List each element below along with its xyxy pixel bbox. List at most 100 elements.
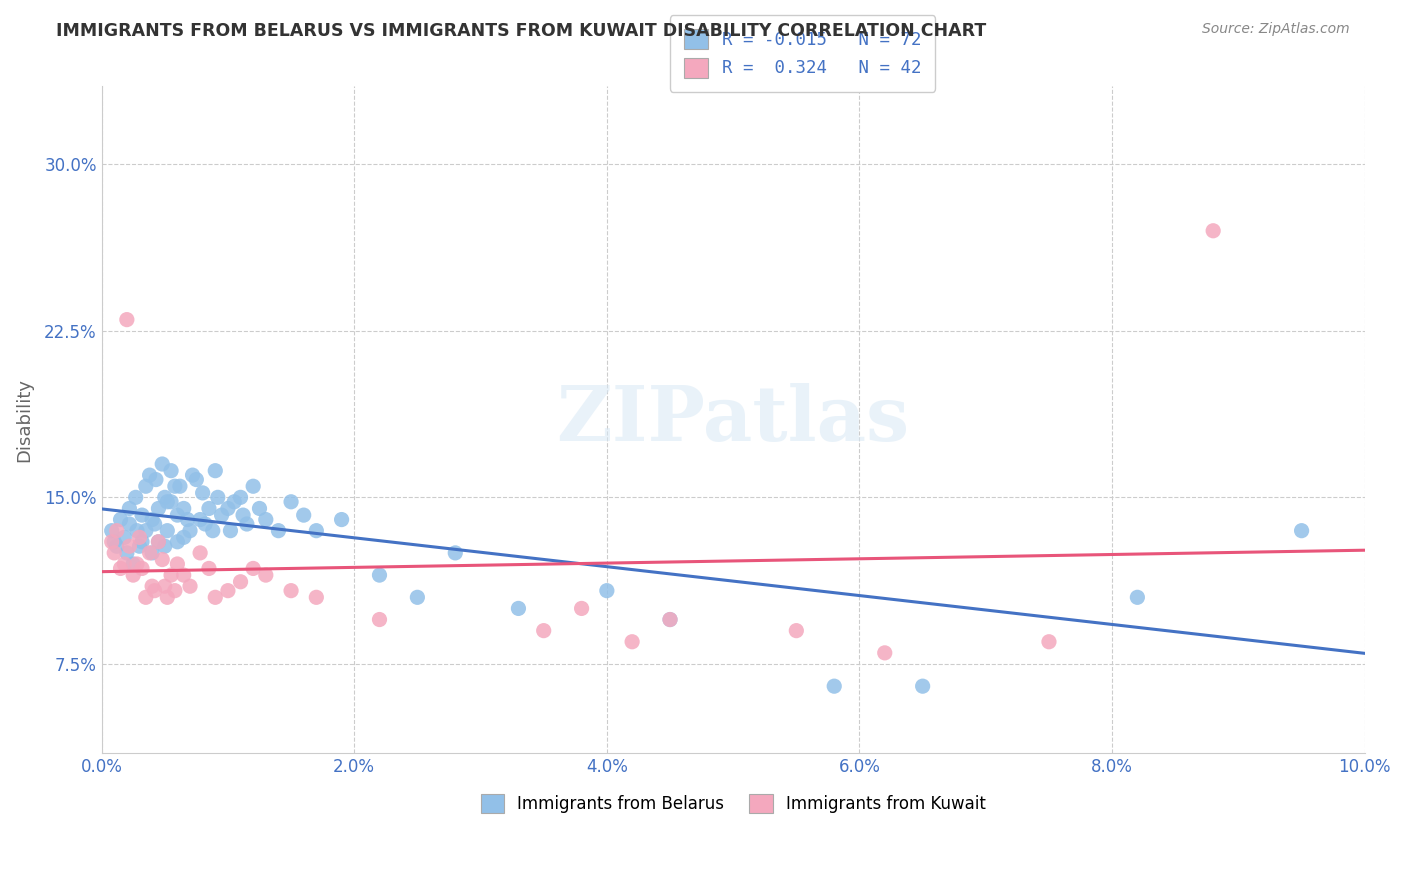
Point [254,568,277,582]
Point [115,546,138,560]
Text: Source: ZipAtlas.com: Source: ZipAtlas.com [1202,22,1350,37]
Point [508,601,530,615]
Point [181,468,204,483]
Point [406,591,429,605]
Point [166,557,188,571]
Point [368,568,391,582]
Point [188,546,211,560]
Point [160,464,183,478]
Point [131,561,153,575]
Point [122,557,145,571]
Point [305,524,328,538]
Point [204,591,226,605]
Point [305,591,328,605]
Point [148,534,170,549]
Point [659,613,682,627]
Point [188,512,211,526]
Point [110,512,132,526]
Point [785,624,807,638]
Point [873,646,896,660]
Point [141,546,163,560]
Point [219,524,242,538]
Point [166,508,188,522]
Point [173,530,195,544]
Point [533,624,555,638]
Point [254,512,277,526]
Point [138,468,160,483]
Point [103,546,125,560]
Point [100,524,122,538]
Point [153,579,176,593]
Point [207,491,229,505]
Point [125,557,148,571]
Point [1291,524,1313,538]
Point [145,473,167,487]
Point [229,491,252,505]
Point [153,491,176,505]
Point [179,524,201,538]
Point [292,508,315,522]
Point [823,679,845,693]
Point [267,524,290,538]
Point [217,501,239,516]
Point [128,539,150,553]
Point [232,508,254,522]
Point [125,491,148,505]
Point [368,613,391,627]
Point [242,561,264,575]
Point [131,508,153,522]
Point [135,524,157,538]
Point [156,495,179,509]
Point [280,495,302,509]
Point [249,501,271,516]
Point [141,579,163,593]
Point [194,516,217,531]
Point [198,501,221,516]
Point [229,574,252,589]
Point [156,524,179,538]
Point [186,473,208,487]
Point [153,539,176,553]
Point [131,534,153,549]
Point [103,534,125,549]
Point [125,524,148,538]
Point [659,613,682,627]
Point [330,512,353,526]
Point [100,534,122,549]
Point [122,568,145,582]
Point [156,591,179,605]
Point [1038,634,1060,648]
Point [128,530,150,544]
Legend: Immigrants from Belarus, Immigrants from Kuwait: Immigrants from Belarus, Immigrants from… [472,785,994,822]
Point [571,601,593,615]
Point [163,583,186,598]
Point [138,546,160,560]
Point [118,501,141,516]
Point [911,679,934,693]
Point [150,552,173,566]
Point [201,524,224,538]
Point [1202,224,1225,238]
Point [211,508,233,522]
Point [118,539,141,553]
Point [135,479,157,493]
Point [169,479,191,493]
Point [112,530,135,544]
Point [163,479,186,493]
Point [160,568,183,582]
Point [242,479,264,493]
Point [280,583,302,598]
Point [217,583,239,598]
Point [621,634,644,648]
Point [191,486,214,500]
Y-axis label: Disability: Disability [15,377,32,461]
Point [150,457,173,471]
Point [179,579,201,593]
Point [110,561,132,575]
Point [143,583,166,598]
Point [148,501,170,516]
Point [1126,591,1149,605]
Point [596,583,619,598]
Point [135,591,157,605]
Point [115,312,138,326]
